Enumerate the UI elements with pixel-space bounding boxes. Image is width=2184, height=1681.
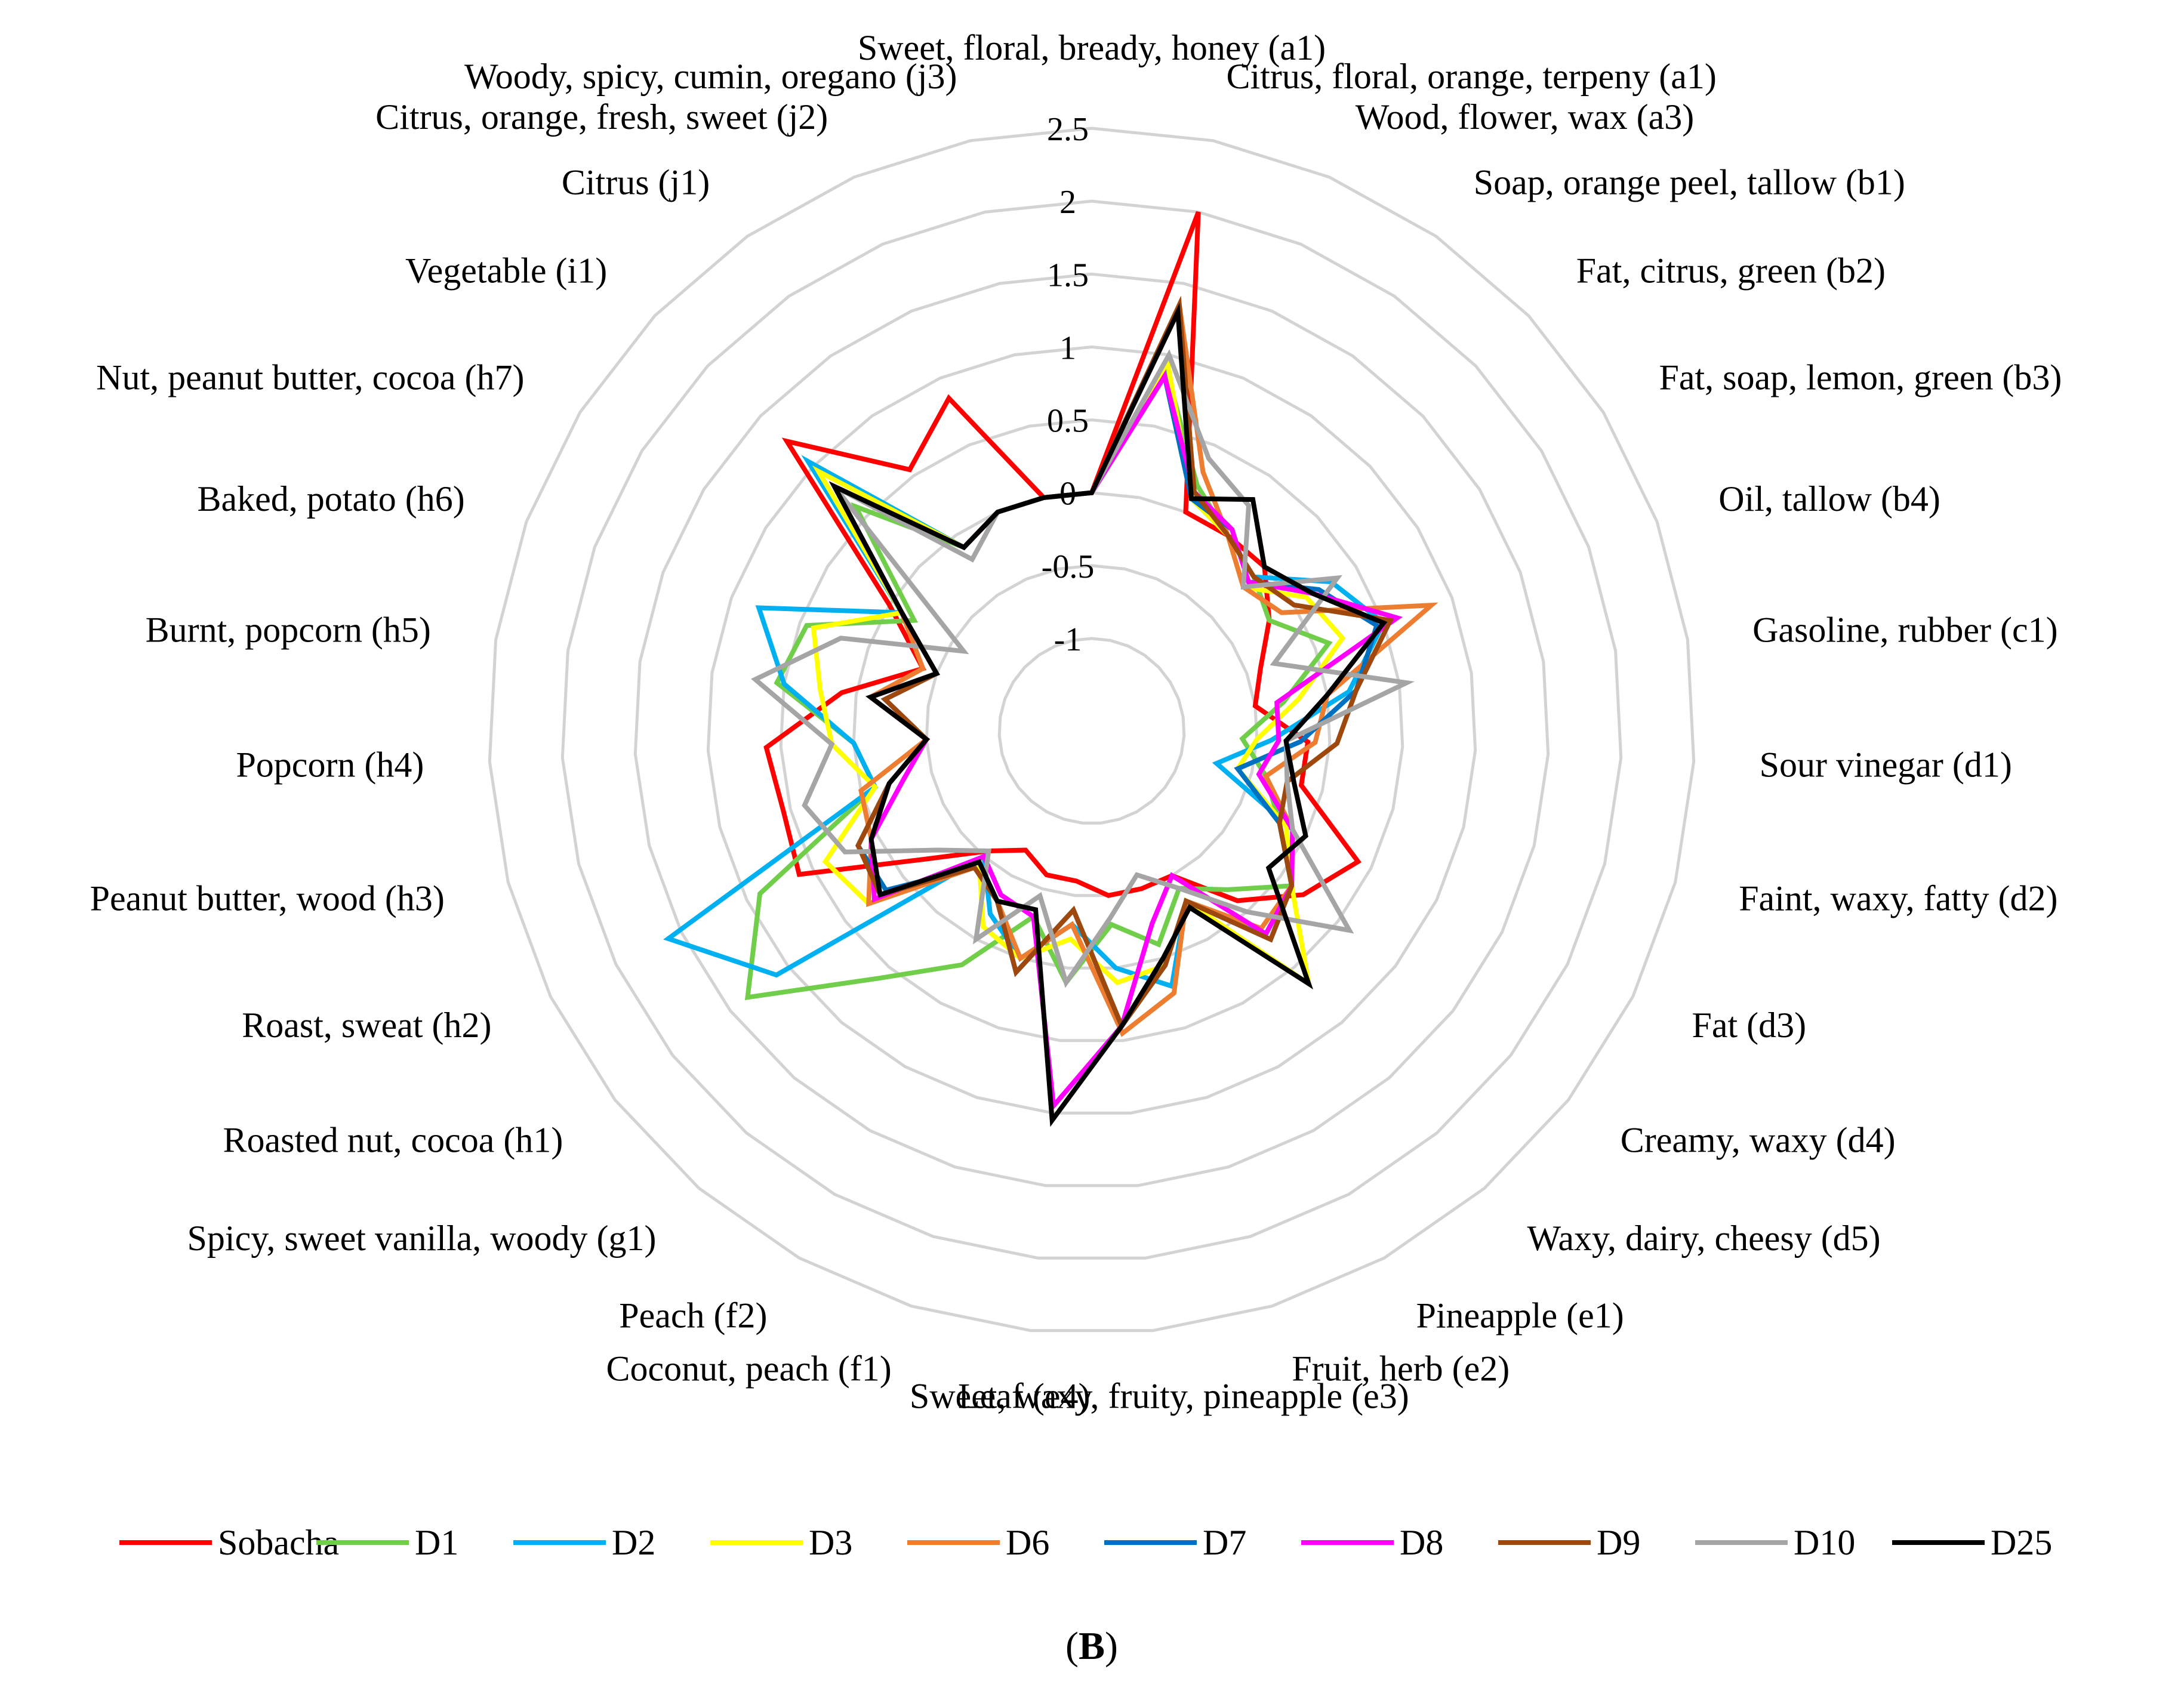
legend-label-d9: D9 bbox=[1597, 1523, 1640, 1562]
legend-label-d10: D10 bbox=[1794, 1523, 1855, 1562]
category-label: Citrus, floral, orange, terpeny (a1) bbox=[1227, 57, 1717, 96]
tick-label: 1 bbox=[1059, 329, 1076, 366]
category-label: Coconut, peach (f1) bbox=[606, 1349, 892, 1389]
legend-label-d25: D25 bbox=[1991, 1523, 2052, 1562]
tick-label: -1 bbox=[1054, 621, 1082, 658]
category-label: Soap, orange peel, tallow (b1) bbox=[1474, 163, 1905, 202]
category-label: Fat (d3) bbox=[1692, 1005, 1807, 1045]
tick-label: 0.5 bbox=[1047, 403, 1089, 440]
category-label: Vegetable (i1) bbox=[405, 251, 607, 290]
legend-label-d6: D6 bbox=[1006, 1523, 1049, 1562]
category-label: Faint, waxy, fatty (d2) bbox=[1739, 879, 2057, 918]
series-line-d10 bbox=[751, 349, 1415, 988]
category-label: Oil, tallow (b4) bbox=[1718, 479, 1940, 519]
category-label: Waxy, dairy, cheesy (d5) bbox=[1527, 1219, 1881, 1258]
category-label: Citrus (j1) bbox=[562, 163, 710, 202]
series-line-d8 bbox=[828, 370, 1403, 1112]
category-label: Peanut butter, wood (h3) bbox=[90, 879, 445, 918]
category-label: Baked, potato (h6) bbox=[197, 479, 464, 519]
category-label: Fruit, herb (e2) bbox=[1292, 1349, 1510, 1389]
grid-ring bbox=[779, 418, 1404, 1042]
legend: Sobacha D1 D2 D3 D6 D7 D8 D9 D10 D25 bbox=[119, 1523, 2052, 1562]
category-label: Roasted nut, cocoa (h1) bbox=[223, 1121, 563, 1160]
category-label: Popcorn (h4) bbox=[236, 745, 424, 785]
grid-ring bbox=[560, 199, 1623, 1260]
category-label: Leaf (e4) bbox=[958, 1376, 1090, 1415]
category-label: Sweet, floral, bready, honey (a1) bbox=[858, 28, 1326, 67]
category-label: Fat, soap, lemon, green (b3) bbox=[1659, 358, 2062, 397]
category-label: Roast, sweat (h2) bbox=[242, 1005, 491, 1045]
tick-label: 2.5 bbox=[1047, 111, 1089, 148]
category-label: Citrus, orange, fresh, sweet (j2) bbox=[375, 97, 828, 137]
series-line-d6 bbox=[828, 296, 1438, 1037]
tick-label: 2 bbox=[1059, 184, 1076, 221]
legend-label-d2: D2 bbox=[612, 1523, 655, 1562]
grid-ring bbox=[706, 345, 1477, 1115]
legend-label-d3: D3 bbox=[809, 1523, 852, 1562]
tick-label: 1.5 bbox=[1047, 257, 1089, 294]
radial-tick-labels: -1 -0.5 0 0.5 1 1.5 2 2.5 bbox=[1042, 111, 1095, 658]
radar-grid bbox=[488, 127, 1696, 1333]
series-line-d25 bbox=[828, 303, 1388, 1127]
panel-label: (B) bbox=[1065, 1624, 1118, 1668]
category-label: Gasoline, rubber (c1) bbox=[1752, 610, 2057, 649]
legend-label-d8: D8 bbox=[1400, 1523, 1443, 1562]
category-label: Fat, citrus, green (b2) bbox=[1576, 251, 1886, 290]
category-labels: Sweet, floral, bready, honey (a1)Citrus,… bbox=[90, 28, 2062, 1415]
category-label: Pineapple (e1) bbox=[1416, 1296, 1624, 1335]
category-label: Woody, spicy, cumin, oregano (j3) bbox=[464, 57, 957, 96]
grid-ring bbox=[633, 272, 1550, 1188]
tick-label: 0 bbox=[1059, 476, 1076, 513]
legend-label-d7: D7 bbox=[1203, 1523, 1246, 1562]
legend-label-d1: D1 bbox=[415, 1523, 458, 1562]
tick-label: -0.5 bbox=[1042, 548, 1095, 585]
category-label: Sweet, waxy, fruity, pineapple (e3) bbox=[910, 1376, 1409, 1415]
series-line-d2 bbox=[663, 370, 1387, 989]
radar-series bbox=[663, 211, 1438, 1127]
category-label: Spicy, sweet vanilla, woody (g1) bbox=[187, 1219, 657, 1258]
grid-ring bbox=[925, 564, 1259, 897]
category-label: Peach (f2) bbox=[619, 1296, 767, 1335]
grid-ring bbox=[488, 127, 1696, 1333]
category-label: Burnt, popcorn (h5) bbox=[146, 610, 431, 649]
grid-ring bbox=[997, 637, 1186, 825]
category-label: Wood, flower, wax (a3) bbox=[1356, 97, 1695, 137]
category-label: Nut, peanut butter, cocoa (h7) bbox=[96, 358, 524, 397]
category-label: Sour vinegar (d1) bbox=[1760, 745, 2012, 785]
category-label: Creamy, waxy (d4) bbox=[1621, 1121, 1896, 1160]
